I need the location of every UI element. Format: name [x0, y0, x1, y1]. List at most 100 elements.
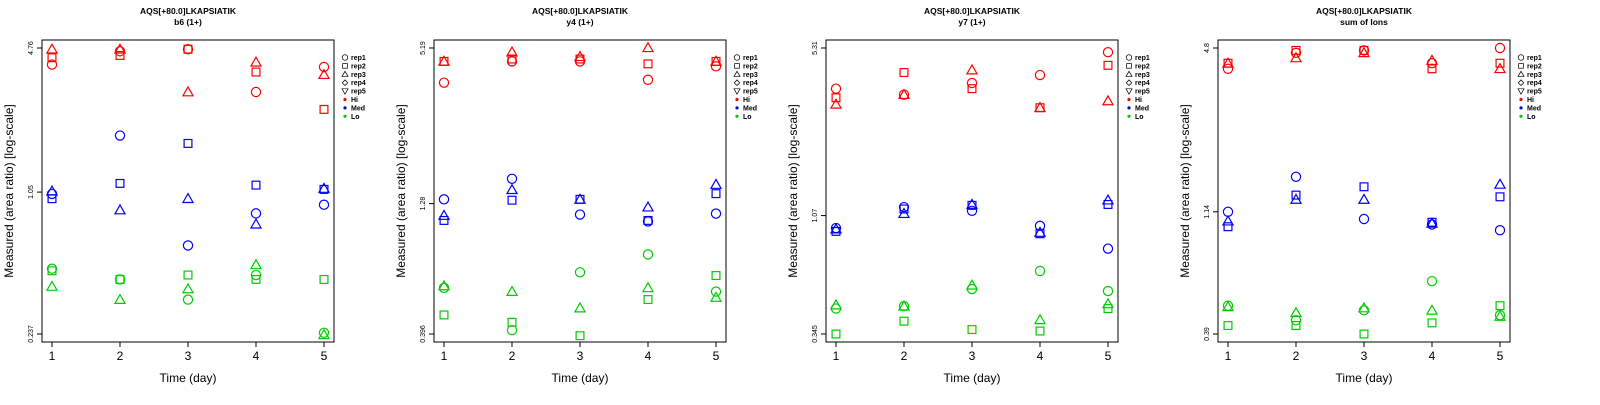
data-point-lo-rep3: [317, 328, 331, 340]
data-point-med-rep3: [1221, 214, 1235, 226]
legend-entry-rep3: rep3: [1517, 70, 1542, 79]
data-point-med-rep3: [505, 183, 519, 195]
y-tick-label: 0.345: [812, 325, 819, 343]
x-tick-label: 4: [1429, 349, 1436, 363]
data-point-med-rep1: [438, 194, 450, 205]
legend-label: rep2: [1135, 63, 1150, 70]
x-tick-label: 1: [441, 349, 448, 363]
legend-entry-hi: Hi: [1127, 97, 1142, 104]
data-point-med-rep3: [829, 222, 843, 234]
x-tick-label: 3: [185, 349, 192, 363]
data-point-hi-rep3: [897, 88, 911, 100]
chart-subtitle: b6 (1+): [174, 17, 202, 27]
data-point-med-rep2: [1495, 192, 1505, 202]
data-point-lo-rep3: [113, 293, 127, 304]
data-point-hi-rep3: [45, 42, 59, 54]
data-point-med-rep3: [897, 207, 911, 219]
data-point-med-rep1: [1426, 219, 1438, 230]
y-axis-label: Measured (area ratio) [log-scale]: [394, 104, 408, 277]
x-tick-label: 5: [713, 349, 720, 363]
legend-entry-rep1: rep1: [1517, 54, 1542, 62]
plot-frame: [41, 39, 335, 343]
legend-marker: [1125, 54, 1133, 61]
legend-label: rep4: [351, 80, 366, 87]
data-point-hi-rep1: [642, 74, 654, 85]
data-point-hi-rep3: [709, 55, 723, 66]
data-point-hi-rep1: [250, 86, 262, 98]
legend-entry-rep5: rep5: [341, 88, 366, 96]
x-tick-label: 5: [1497, 349, 1504, 363]
data-point-med-rep1: [574, 209, 586, 220]
data-point-lo-rep2: [439, 310, 449, 320]
data-point-hi-rep3: [181, 85, 195, 97]
legend-label: rep5: [743, 89, 758, 96]
legend-entry-rep2: rep2: [342, 63, 366, 70]
data-point-med-rep1: [710, 208, 722, 219]
legend-marker: [1518, 63, 1524, 69]
data-point-med-rep2: [899, 204, 909, 214]
x-tick-label: 4: [645, 349, 652, 363]
data-point-lo-rep3: [437, 279, 451, 291]
data-point-lo-rep2: [575, 331, 585, 341]
data-point-med-rep1: [1102, 243, 1114, 254]
legend-marker: [341, 88, 349, 95]
data-point-lo-rep2: [115, 274, 125, 284]
data-point-lo-rep1: [1102, 285, 1114, 297]
legend-label: Hi: [1527, 97, 1534, 104]
data-point-lo-rep3: [709, 291, 723, 302]
y-tick-label: 0.39: [1204, 327, 1211, 341]
data-point-med-rep1: [966, 205, 978, 217]
data-point-lo-rep1: [250, 269, 262, 281]
x-tick-label: 1: [833, 349, 840, 363]
data-point-hi-rep2: [1291, 45, 1301, 55]
legend-entry-med: Med: [1127, 105, 1149, 112]
data-point-lo-rep3: [965, 278, 979, 290]
legend-entry-med: Med: [1519, 105, 1541, 112]
data-point-med-rep3: [709, 178, 723, 189]
data-point-hi-rep2: [1427, 64, 1437, 74]
data-point-hi-rep1: [966, 77, 978, 89]
data-point-lo-rep1: [114, 274, 126, 285]
y-tick-label: 1.28: [420, 197, 427, 211]
legend-entry-med: Med: [343, 105, 365, 112]
legend-label: rep3: [351, 72, 366, 79]
data-point-lo-rep2: [251, 274, 261, 284]
data-point-med-rep3: [181, 192, 195, 204]
legend-marker: [1125, 70, 1133, 77]
data-point-hi-rep2: [251, 67, 261, 77]
data-point-hi-rep3: [437, 55, 451, 66]
legend-marker: [1517, 88, 1525, 95]
legend-label: rep4: [1135, 80, 1150, 87]
legend-label: rep2: [1527, 63, 1542, 70]
data-point-lo-rep1: [438, 282, 450, 294]
data-point-hi-rep2: [115, 50, 125, 61]
legend-label: rep2: [351, 63, 366, 70]
data-point-med-rep3: [437, 209, 451, 220]
x-tick-label: 2: [509, 349, 516, 363]
data-point-hi-rep1: [318, 61, 330, 73]
data-point-lo-rep1: [642, 249, 654, 260]
legend-entry-rep5: rep5: [1125, 88, 1150, 96]
chart-title: AQS[+80.0]LKAPSIATIK: [924, 6, 1021, 16]
data-point-med-rep2: [183, 138, 193, 148]
data-point-med-rep2: [643, 215, 653, 225]
data-point-med-rep1: [1494, 224, 1506, 236]
data-point-med-rep3: [965, 198, 979, 209]
y-tick-label: 0.396: [420, 325, 427, 343]
legend-entry-rep4: rep4: [733, 79, 758, 87]
legend-marker: [1517, 70, 1525, 77]
data-point-med-rep2: [507, 195, 517, 205]
data-point-med-rep3: [1425, 217, 1439, 228]
data-point-hi-rep3: [505, 45, 519, 57]
legend-marker: [1519, 114, 1523, 118]
chart-subtitle: y4 (1+): [566, 17, 593, 27]
legend-label: rep4: [1527, 80, 1542, 87]
data-point-med-rep2: [1359, 182, 1369, 192]
data-point-med-rep3: [45, 184, 59, 196]
data-point-lo-rep2: [319, 274, 329, 284]
data-point-lo-rep1: [1034, 265, 1046, 277]
legend-marker: [734, 63, 740, 69]
